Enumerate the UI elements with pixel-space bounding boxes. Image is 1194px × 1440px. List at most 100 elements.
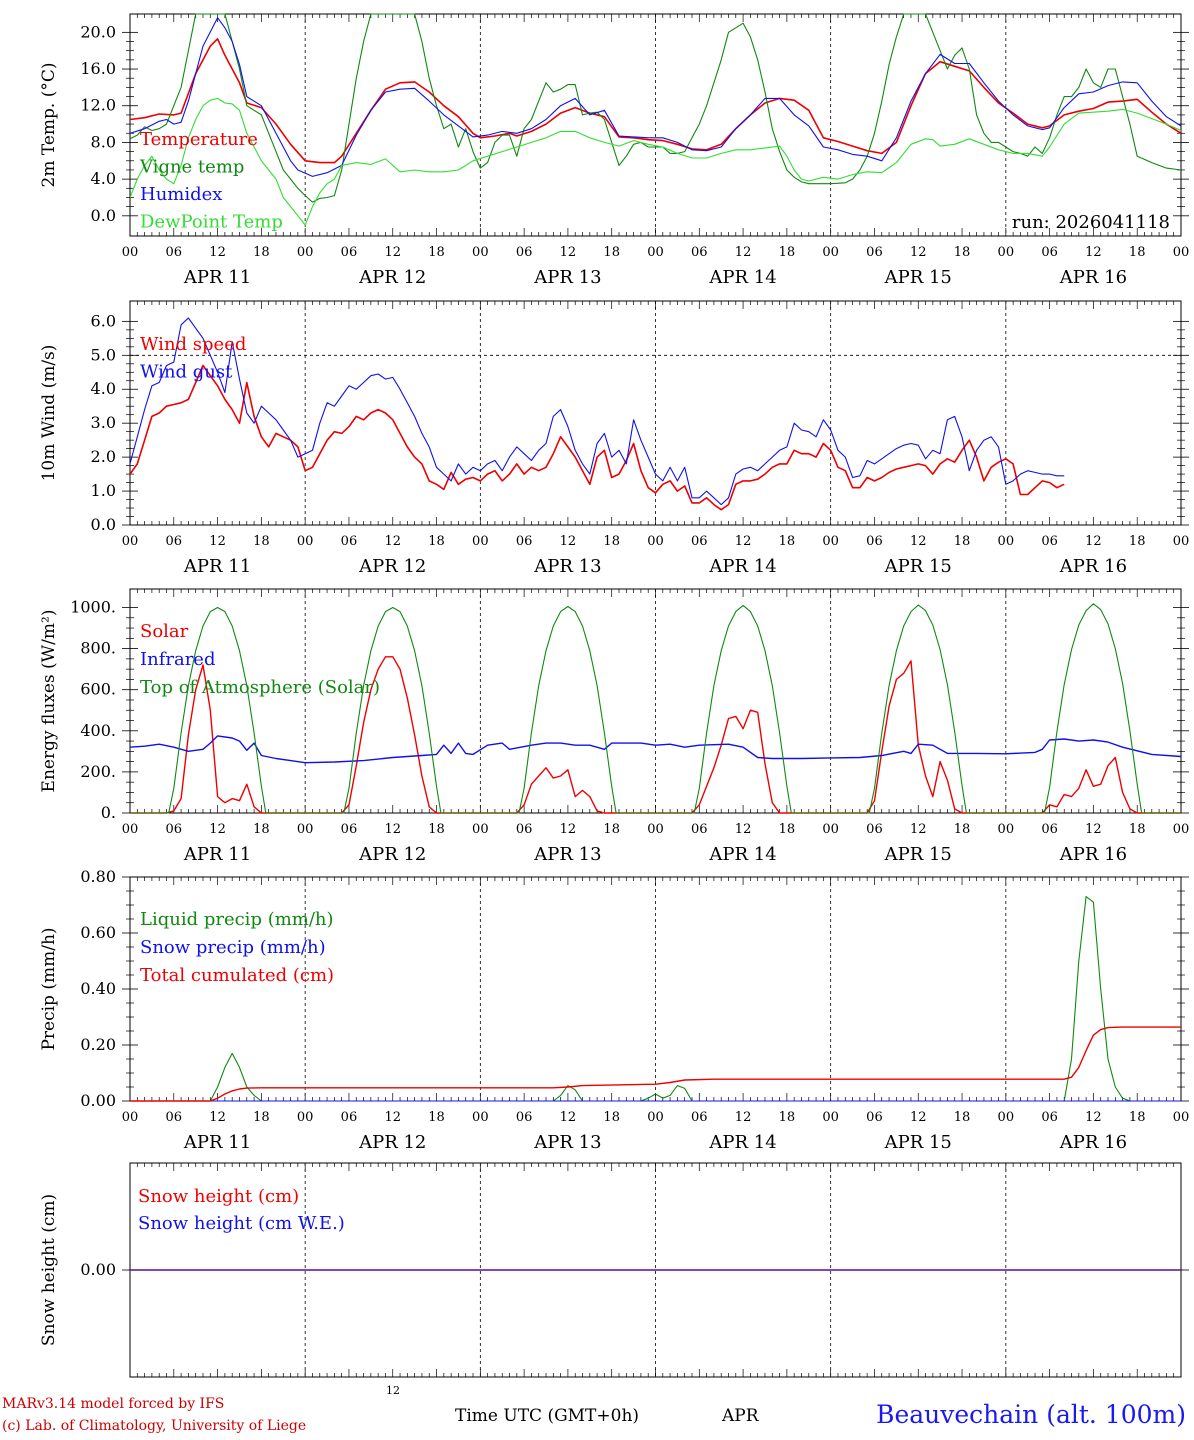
energy-x-tick-label: 18: [603, 822, 620, 837]
wind-panel: 0.0 1.0 2.0 3.0 4.0 5.0 6.0 10m Wind (m/s) 00 06 1…: [39, 300, 1190, 577]
wind-x-tick-label: 06: [691, 534, 708, 549]
precip-y-tick-label: 0.40: [80, 979, 116, 998]
wind-x-tick-label: 18: [603, 534, 620, 549]
wind-x-tick-label: 18: [779, 534, 796, 549]
precip-x-tick-label: 18: [253, 1110, 270, 1125]
precip-x-tick-label: 12: [910, 1110, 927, 1125]
energy-x-tick-label: 00: [822, 822, 839, 837]
temp-x-tick-label: 12: [1085, 245, 1102, 260]
energy-y-tick-label: 600.: [80, 680, 116, 699]
precip-x-tick-label: 18: [779, 1110, 796, 1125]
wind-y-tick-label: 1.0: [91, 481, 116, 500]
precip-day-label: APR 16: [1059, 1132, 1127, 1153]
wind-day-label: APR 14: [708, 556, 776, 577]
precip-day-label: APR 15: [884, 1132, 952, 1153]
energy-day-label: APR 15: [884, 844, 952, 865]
station-title: Beauvechain (alt. 100m): [876, 1400, 1186, 1429]
temp-x-tick-label: 00: [1173, 245, 1190, 260]
energy-x-tick-label: 12: [209, 822, 226, 837]
wind-day-label: APR 16: [1059, 556, 1127, 577]
temp-y-tick-label: 0.0: [91, 206, 116, 225]
temp-x-tick-label: 06: [341, 245, 358, 260]
energy-y-tick-label: 0.: [101, 803, 116, 822]
wind-day-label: APR 15: [884, 556, 952, 577]
energy-x-tick-label: 06: [866, 822, 883, 837]
wind-x-tick-label: 12: [735, 534, 752, 549]
energy-x-tick-label: 12: [384, 822, 401, 837]
temp-x-tick-label: 00: [998, 245, 1015, 260]
energy-y-axis-label: Energy fluxes (W/m²): [39, 610, 59, 793]
precip-x-tick-label: 00: [647, 1110, 664, 1125]
precip-x-tick-label: 06: [1041, 1110, 1058, 1125]
temp-y-axis-label: 2m Temp. (°C): [39, 62, 59, 187]
precip-x-tick-label: 00: [472, 1110, 489, 1125]
precip-day-label: APR 12: [358, 1132, 426, 1153]
wind-x-tick-label: 00: [122, 534, 139, 549]
wind-series-wind-speed: [130, 364, 1065, 511]
wind-day-label: APR 12: [358, 556, 426, 577]
wind-y-axis-label: 10m Wind (m/s): [39, 345, 59, 482]
temp-day-label: APR 15: [884, 267, 952, 288]
wind-x-tick-label: 00: [998, 534, 1015, 549]
energy-y-tick-label: 800.: [80, 639, 116, 658]
precip-panel: 0.00 0.20 0.40 0.60 0.80 Precip (mm/h) 00 06 12 1…: [39, 867, 1189, 1153]
temp-series-humidex: [130, 17, 1181, 177]
wind-x-tick-label: 06: [1041, 534, 1058, 549]
temp-y-tick-label: 8.0: [91, 132, 116, 151]
energy-series-group: [130, 603, 1181, 814]
wind-frame: [129, 300, 1182, 526]
energy-day-label: APR 13: [533, 844, 601, 865]
temp-day-label: APR 12: [358, 267, 426, 288]
energy-x-tick-label: 18: [779, 822, 796, 837]
snow-y-tick-label: 0.00: [80, 1260, 116, 1279]
snow-y-axis-label: Snow height (cm): [39, 1194, 59, 1346]
precip-day-label: APR 14: [708, 1132, 776, 1153]
precip-series-liquid-precip-mm-h: [130, 896, 1181, 1102]
precip-x-tick-label: 06: [691, 1110, 708, 1125]
precip-x-tick-label: 18: [428, 1110, 445, 1125]
precip-x-tick-label: 12: [1085, 1110, 1102, 1125]
temp-x-tick-label: 06: [691, 245, 708, 260]
wind-x-tick-label: 18: [954, 534, 971, 549]
wind-x-tick-label: 18: [253, 534, 270, 549]
wind-x-tick-label: 18: [1129, 534, 1146, 549]
wind-x-tick-label: 00: [1173, 534, 1190, 549]
energy-y-tick-label: 400.: [80, 721, 116, 740]
energy-x-tick-label: 00: [297, 822, 314, 837]
precip-x-tick-label: 00: [822, 1110, 839, 1125]
temp-x-tick-label: 06: [1041, 245, 1058, 260]
wind-x-tick-label: 12: [910, 534, 927, 549]
energy-x-tick-label: 06: [166, 822, 183, 837]
wind-x-tick-label: 00: [472, 534, 489, 549]
temp-x-tick-label: 00: [647, 245, 664, 260]
precip-x-tick-label: 06: [166, 1110, 183, 1125]
temp-series-group: [130, 13, 1181, 226]
energy-x-tick-label: 12: [1085, 822, 1102, 837]
wind-legend-entry: Wind speed: [140, 334, 246, 355]
precip-legend-entry: Total cumulated (cm): [140, 965, 334, 986]
precip-x-tick-label: 06: [866, 1110, 883, 1125]
energy-series-top-of-atmosphere-solar: [130, 603, 1181, 814]
temp-x-tick-label: 12: [560, 245, 577, 260]
temp-x-tick-label: 18: [954, 245, 971, 260]
temp-panel: 0.0 4.0 8.0 12.0 16.0 20.0 2m Temp. (°C) 00 06 12…: [39, 13, 1190, 288]
temp-x-tick-label: 06: [866, 245, 883, 260]
wind-legend-entry: Wind gust: [140, 362, 233, 383]
temp-x-tick-label: 18: [428, 245, 445, 260]
energy-x-tick-label: 18: [1129, 822, 1146, 837]
month-label: APR: [722, 1406, 759, 1426]
energy-x-tick-label: 00: [472, 822, 489, 837]
precip-x-tick-label: 06: [341, 1110, 358, 1125]
energy-x-tick-label: 06: [341, 822, 358, 837]
temp-x-tick-label: 18: [779, 245, 796, 260]
precip-y-tick-label: 0.60: [80, 923, 116, 942]
energy-panel: 0. 200. 400. 600. 800. 1000. Energy fluxes (W/…: [39, 588, 1189, 865]
snow-legend-entry: Snow height (cm): [138, 1186, 299, 1207]
wind-x-tick-label: 00: [647, 534, 664, 549]
time-axis-title: Time UTC (GMT+0h): [455, 1406, 640, 1426]
precip-x-tick-label: 18: [1129, 1110, 1146, 1125]
wind-x-tick-label: 12: [1085, 534, 1102, 549]
precip-series-group: [130, 896, 1181, 1102]
wind-y-tick-label: 3.0: [91, 413, 116, 432]
